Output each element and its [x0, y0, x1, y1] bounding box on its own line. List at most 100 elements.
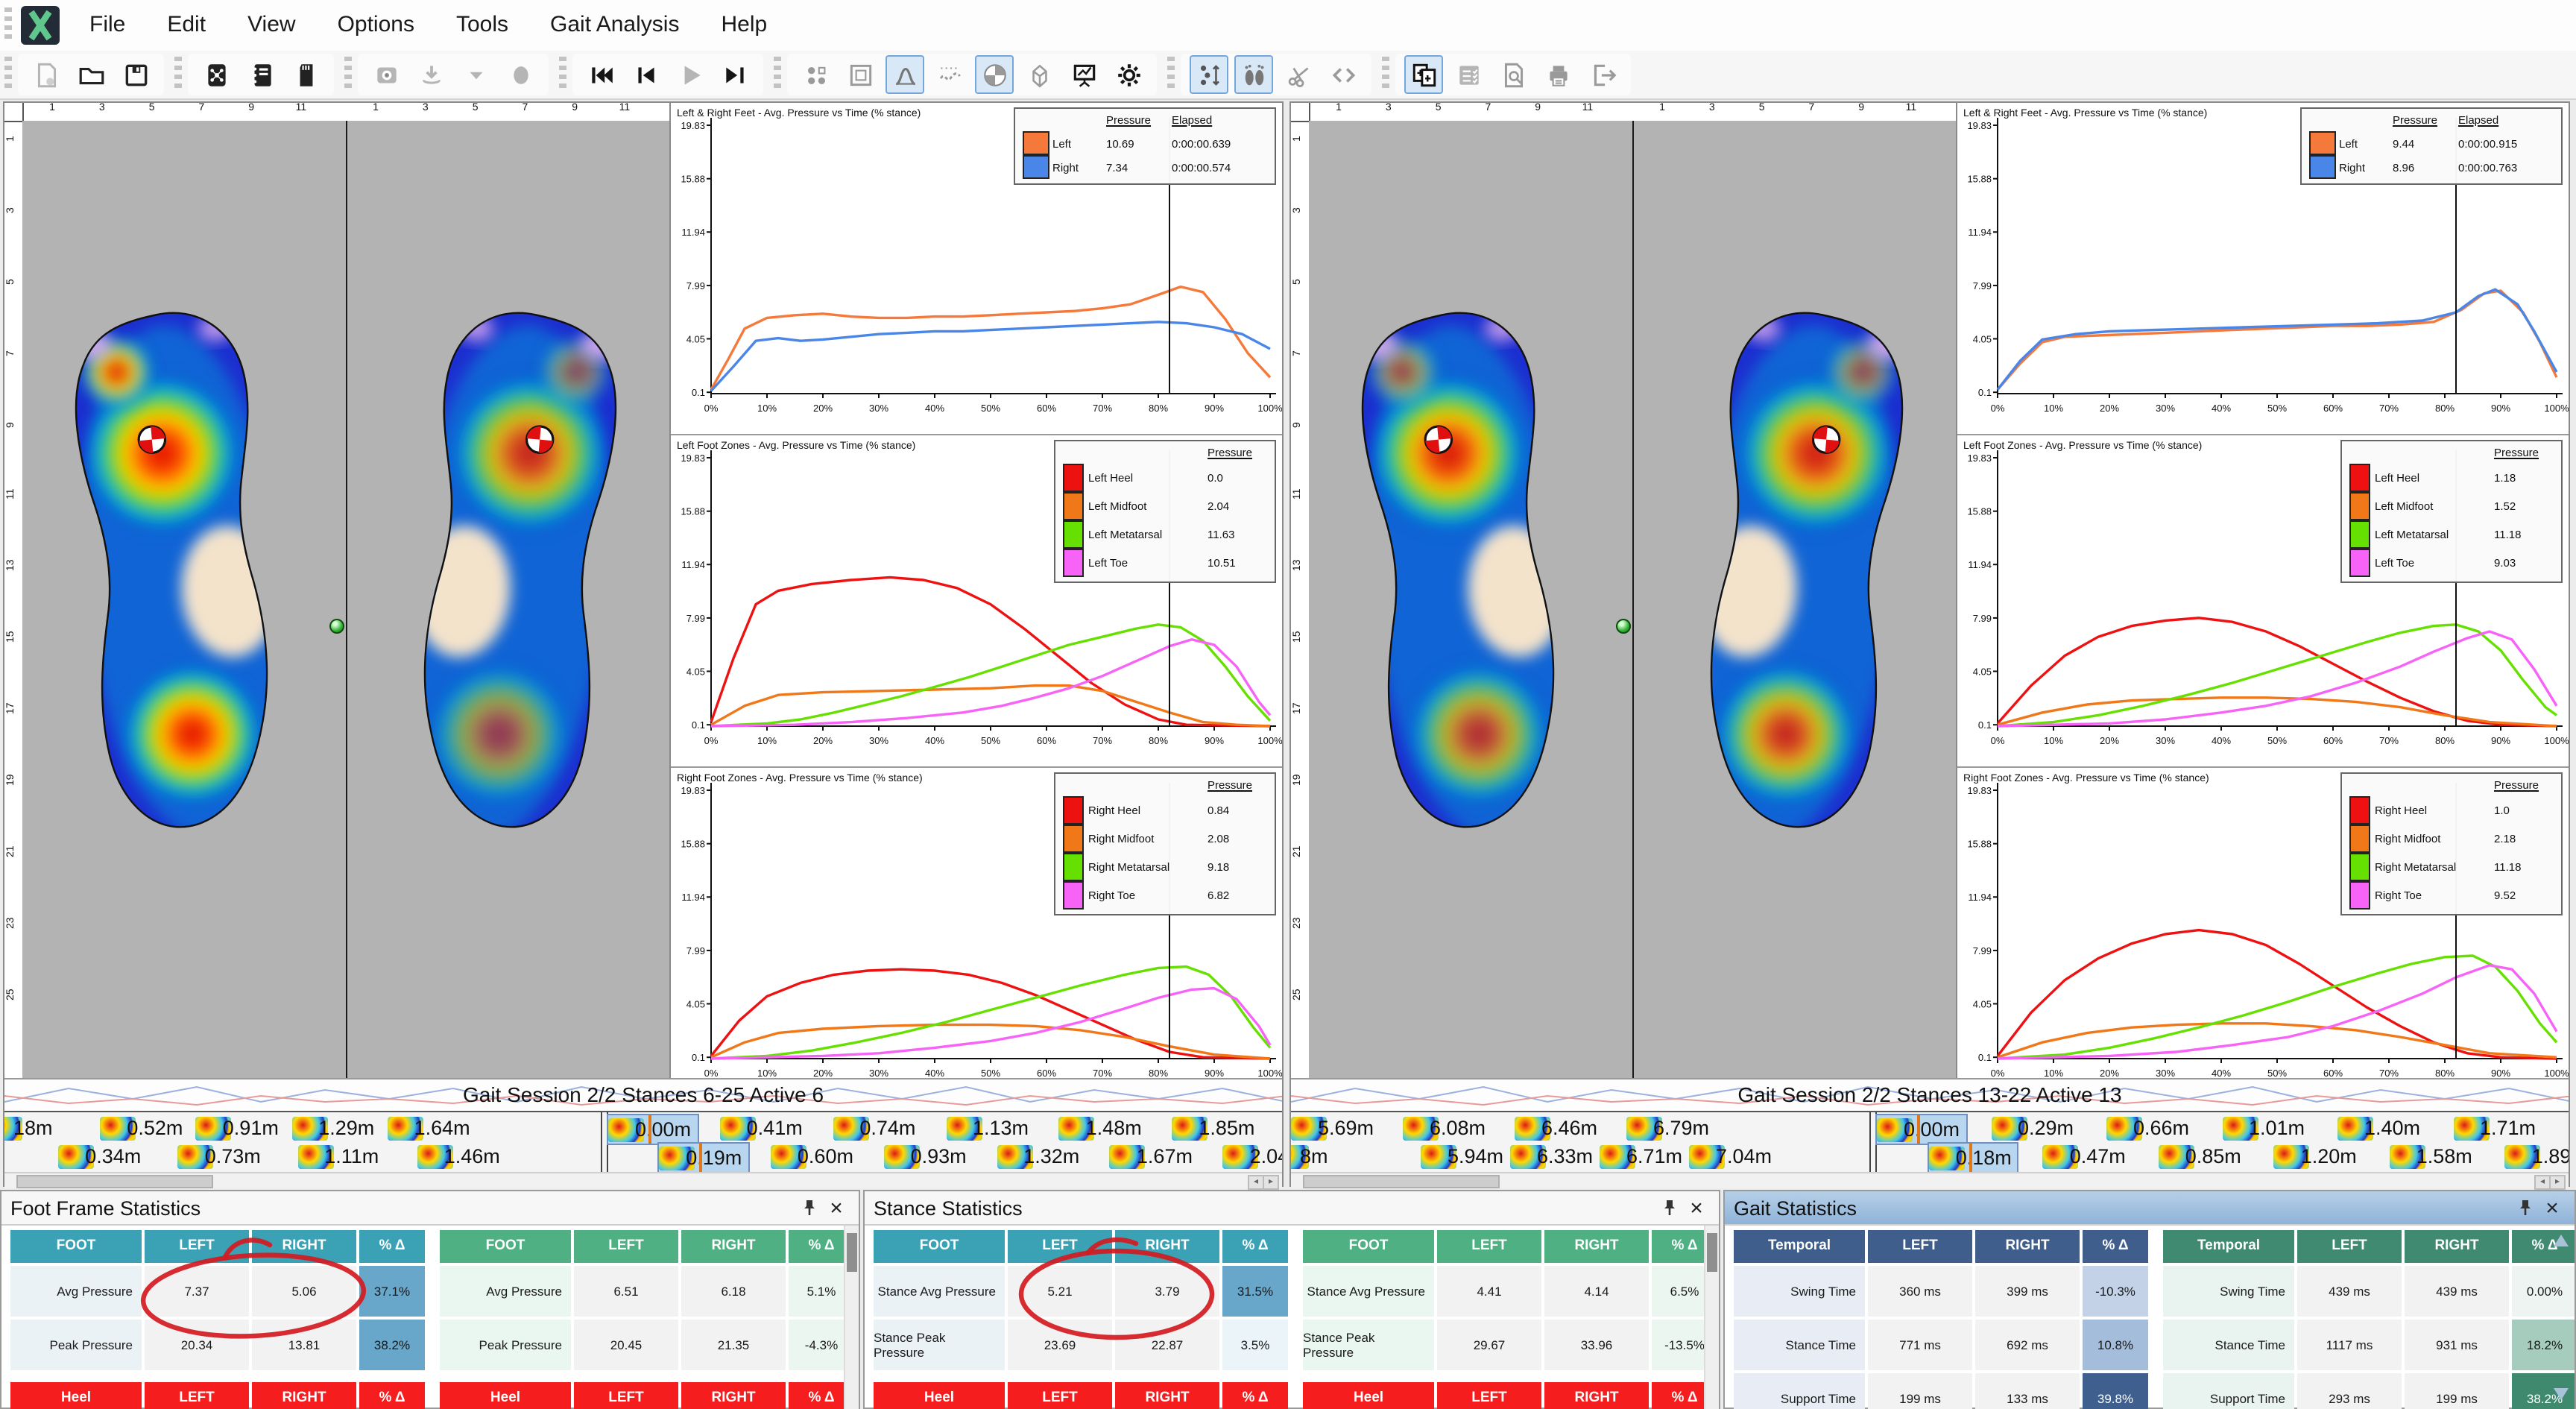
pin-icon[interactable]	[796, 1194, 823, 1221]
stance-thumbnail[interactable]: 0.93m	[883, 1142, 967, 1170]
skip-first-icon[interactable]	[581, 55, 620, 94]
toolbar-group-handle[interactable]	[559, 57, 566, 92]
pressure-curve-icon[interactable]	[886, 55, 924, 94]
stance-thumbnail[interactable]: 1.01m	[2222, 1114, 2305, 1142]
toolbar-group-handle[interactable]	[1167, 57, 1175, 92]
feet-pair-icon[interactable]	[1234, 55, 1273, 94]
export-icon[interactable]	[1583, 55, 1622, 94]
device-map-icon[interactable]	[197, 55, 236, 94]
frame-box-icon[interactable]	[841, 55, 880, 94]
stance-thumbnail[interactable]: 0.91m	[195, 1114, 279, 1142]
stats-scrollbar[interactable]	[1704, 1226, 1719, 1409]
menu-file[interactable]: File	[89, 12, 126, 37]
stance-thumbnail[interactable]: 1.89	[2504, 1142, 2569, 1170]
toolbar-group-handle[interactable]	[4, 57, 12, 92]
toolbar-group-handle[interactable]	[174, 57, 182, 92]
menu-tools[interactable]: Tools	[455, 12, 509, 37]
new-document-icon[interactable]	[27, 55, 66, 94]
menu-edit[interactable]: Edit	[167, 12, 206, 37]
stance-thumbnail[interactable]: 6.08m	[1403, 1114, 1486, 1142]
stance-thumbnail[interactable]: 1.20m	[2273, 1142, 2357, 1170]
stance-thumbnail[interactable]: 1.11m	[297, 1142, 379, 1170]
stance-thumbnail[interactable]: 1.40m	[2337, 1114, 2420, 1142]
chart-left-right-feet[interactable]: Left & Right Feet - Avg. Pressure vs Tim…	[1957, 103, 2569, 435]
scroll-down-icon[interactable]	[2549, 1382, 2573, 1406]
left-foot-cell[interactable]	[1309, 121, 1632, 1078]
scroll-left-button[interactable]: ◂	[1248, 1175, 1264, 1190]
menu-options[interactable]: Options	[337, 12, 414, 37]
stance-thumbnail[interactable]: 0.74m	[833, 1114, 915, 1142]
pin-icon[interactable]	[1656, 1194, 1683, 1221]
menu-gait-analysis[interactable]: Gait Analysis	[550, 12, 680, 37]
record-ellipse-icon[interactable]	[501, 55, 540, 94]
stance-thumbnail[interactable]: 1.32m	[997, 1142, 1079, 1170]
stance-thumbnail[interactable]: 1.71m	[2453, 1114, 2536, 1142]
print-icon[interactable]	[1538, 55, 1577, 94]
scissors-icon[interactable]	[1279, 55, 1318, 94]
step-back-icon[interactable]	[626, 55, 665, 94]
report-checklist-icon[interactable]	[1449, 55, 1488, 94]
stance-thumbnail[interactable]: 1.13m	[946, 1114, 1029, 1142]
scroll-right-button[interactable]: ▸	[2549, 1175, 2566, 1190]
cell-dots-icon[interactable]	[796, 55, 835, 94]
close-icon[interactable]: ×	[1690, 1195, 1703, 1220]
stride-measure-icon[interactable]	[1190, 55, 1228, 94]
stance-thumbnail[interactable]: 0.00m	[1875, 1114, 1968, 1145]
settings-gear-icon[interactable]	[1109, 55, 1148, 94]
stance-thumbnail[interactable]: 1.58m	[2389, 1142, 2472, 1170]
chart-left-foot-zones[interactable]: Left Foot Zones - Avg. Pressure vs Time …	[1957, 435, 2569, 768]
toolbar-group-handle[interactable]	[344, 57, 352, 92]
cop-circle-icon[interactable]	[975, 55, 1014, 94]
stance-timeline[interactable]: 5.69m 6.08m 6.46m 6.79m 8m 5.94m 6.33m 6.71m 7.0…	[1291, 1111, 2569, 1173]
stance-thumbnail[interactable]: 1.64m	[387, 1114, 470, 1142]
chart-right-foot-zones[interactable]: Right Foot Zones - Avg. Pressure vs Time…	[671, 768, 1283, 1099]
stance-thumbnail[interactable]: 0.41m	[719, 1114, 803, 1142]
stance-thumbnail[interactable]: 18m	[4, 1114, 53, 1142]
stance-thumbnail[interactable]: 0.19m	[657, 1142, 750, 1172]
stance-thumbnail[interactable]: 1.48m	[1058, 1114, 1142, 1142]
chart-left-foot-zones[interactable]: Left Foot Zones - Avg. Pressure vs Time …	[671, 435, 1283, 768]
presentation-icon[interactable]	[1064, 55, 1103, 94]
stance-thumbnail[interactable]: 1.29m	[291, 1114, 374, 1142]
smoothing-curve-icon[interactable]	[930, 55, 969, 94]
stance-thumbnail[interactable]: 2.045	[1222, 1142, 1282, 1170]
scrollbar-thumb[interactable]	[16, 1175, 213, 1188]
scroll-right-button[interactable]: ▸	[1263, 1175, 1279, 1190]
stance-thumbnail[interactable]: 0.00m	[607, 1114, 699, 1145]
compare-docs-icon[interactable]	[1404, 55, 1443, 94]
dropdown-arrow-icon[interactable]	[456, 55, 495, 94]
stance-thumbnail[interactable]: 1.46m	[417, 1142, 500, 1170]
sd-card-icon[interactable]	[286, 55, 325, 94]
stance-timeline[interactable]: 18m 0.52m 0.91m 1.29m 1.64m 0.34m 0.73m 1.11m 1.…	[4, 1111, 1282, 1173]
stance-thumbnail[interactable]: 1.85m	[1172, 1114, 1254, 1142]
scroll-up-icon[interactable]	[2549, 1229, 2573, 1252]
toolbar-group-handle[interactable]	[1382, 57, 1389, 92]
camera-preview-icon[interactable]	[367, 55, 405, 94]
scroll-left-button[interactable]: ◂	[2534, 1175, 2551, 1190]
stance-thumbnail[interactable]: 8m	[1291, 1142, 1328, 1170]
stance-thumbnail[interactable]: 0.18m	[1927, 1142, 2019, 1172]
save-icon[interactable]	[116, 55, 155, 94]
right-foot-cell[interactable]	[347, 121, 669, 1078]
timeline-scrollbar[interactable]: ◂ ▸	[1291, 1172, 2569, 1190]
stance-thumbnail[interactable]: 6.33m	[1510, 1142, 1593, 1170]
menu-help[interactable]: Help	[721, 12, 768, 37]
stance-thumbnail[interactable]: 0.85m	[2158, 1142, 2241, 1170]
stance-thumbnail[interactable]: 0.29m	[1991, 1114, 2074, 1142]
foot-pressure-view[interactable]: 1 3 5 7 9 11 1 3 5 7 9 11 1 3 5 7 9 11 13 15 17 19 21 23 25	[1291, 103, 1957, 1078]
open-file-icon[interactable]	[72, 55, 110, 94]
stance-thumbnail[interactable]: 6.46m	[1515, 1114, 1597, 1142]
code-brackets-icon[interactable]	[1324, 55, 1363, 94]
device-log-icon[interactable]	[242, 55, 280, 94]
right-foot-cell[interactable]	[1633, 121, 1956, 1078]
stance-thumbnail[interactable]: 6.79m	[1626, 1114, 1709, 1142]
chart-left-right-feet[interactable]: Left & Right Feet - Avg. Pressure vs Tim…	[671, 103, 1283, 435]
left-foot-cell[interactable]	[22, 121, 345, 1078]
menu-view[interactable]: View	[247, 12, 296, 37]
doc-search-icon[interactable]	[1494, 55, 1532, 94]
stance-thumbnail[interactable]: 0.73m	[177, 1142, 261, 1170]
box-3d-icon[interactable]	[1020, 55, 1058, 94]
stance-thumbnail[interactable]: 0.47m	[2042, 1142, 2126, 1170]
close-icon[interactable]: ×	[830, 1195, 843, 1220]
stance-thumbnail[interactable]: 6.71m	[1600, 1142, 1682, 1170]
